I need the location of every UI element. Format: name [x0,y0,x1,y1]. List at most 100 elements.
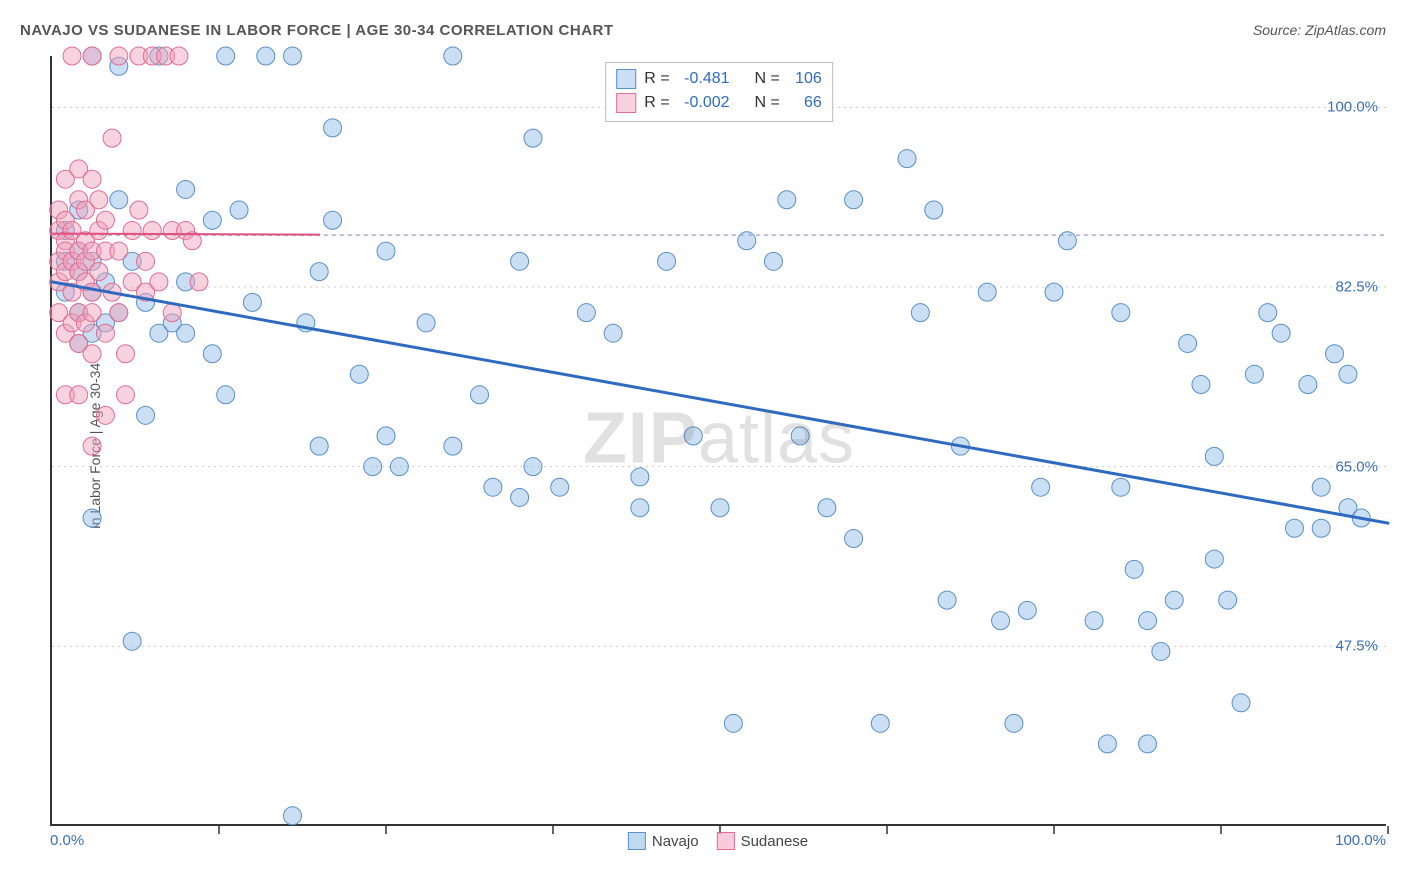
stats-row: R =-0.002 N =66 [616,91,822,115]
data-point [283,807,301,825]
data-point [1005,714,1023,732]
data-point [96,211,114,229]
data-point [1112,304,1130,322]
data-point [417,314,435,332]
data-point [150,273,168,291]
y-tick-label: 47.5% [1335,638,1378,655]
data-point [1245,365,1263,383]
data-point [1032,478,1050,496]
data-point [1205,550,1223,568]
x-axis-labels: 0.0% NavajoSudanese 100.0% [50,832,1386,854]
data-point [377,242,395,260]
data-point [96,406,114,424]
data-point [96,324,114,342]
source-label: Source: ZipAtlas.com [1253,22,1386,38]
stats-row: R =-0.481 N =106 [616,67,822,91]
data-point [83,345,101,363]
data-point [778,191,796,209]
data-point [1312,478,1330,496]
data-point [1018,601,1036,619]
data-point [364,458,382,476]
data-point [70,386,88,404]
data-point [631,499,649,517]
data-point [110,242,128,260]
data-point [137,252,155,270]
data-point [324,119,342,137]
data-point [217,386,235,404]
data-point [1098,735,1116,753]
data-point [130,201,148,219]
data-point [711,499,729,517]
data-point [1139,735,1157,753]
data-point [177,324,195,342]
data-point [110,304,128,322]
data-point [1299,376,1317,394]
data-point [1045,283,1063,301]
swatch-icon [717,832,735,850]
correlation-stats-box: R =-0.481 N =106R =-0.002 N =66 [605,62,833,122]
y-tick-label: 82.5% [1335,279,1378,296]
data-point [123,632,141,650]
plot-svg [52,56,1386,824]
series-legend: NavajoSudanese [628,832,808,850]
data-point [577,304,595,322]
data-point [818,499,836,517]
data-point [898,150,916,168]
data-point [911,304,929,322]
swatch-icon [628,832,646,850]
data-point [283,47,301,65]
data-point [163,304,181,322]
data-point [310,437,328,455]
data-point [257,47,275,65]
data-point [177,180,195,198]
data-point [511,252,529,270]
data-point [170,47,188,65]
data-point [1219,591,1237,609]
data-point [123,222,141,240]
legend-item: Navajo [628,832,699,850]
chart-title: NAVAJO VS SUDANESE IN LABOR FORCE | AGE … [20,22,614,39]
data-point [230,201,248,219]
data-point [511,488,529,506]
data-point [684,427,702,445]
data-point [116,386,134,404]
data-point [377,427,395,445]
data-point [724,714,742,732]
data-point [137,406,155,424]
x-max-label: 100.0% [1335,832,1386,849]
data-point [658,252,676,270]
data-point [845,530,863,548]
data-point [90,263,108,281]
data-point [604,324,622,342]
data-point [390,458,408,476]
data-point [1112,478,1130,496]
data-point [217,47,235,65]
data-point [764,252,782,270]
data-point [83,47,101,65]
data-point [1192,376,1210,394]
data-point [350,365,368,383]
data-point [83,437,101,455]
data-point [103,129,121,147]
data-point [110,47,128,65]
data-point [1272,324,1290,342]
data-point [1058,232,1076,250]
data-point [203,345,221,363]
data-point [83,509,101,527]
data-point [310,263,328,281]
data-point [1312,519,1330,537]
data-point [110,191,128,209]
data-point [83,170,101,188]
data-point [871,714,889,732]
data-point [1125,560,1143,578]
data-point [83,304,101,322]
data-point [1165,591,1183,609]
data-point [190,273,208,291]
data-point [1085,612,1103,630]
data-point [83,283,101,301]
data-point [992,612,1010,630]
data-point [1326,345,1344,363]
data-point [1232,694,1250,712]
x-min-label: 0.0% [50,832,84,849]
data-point [63,47,81,65]
